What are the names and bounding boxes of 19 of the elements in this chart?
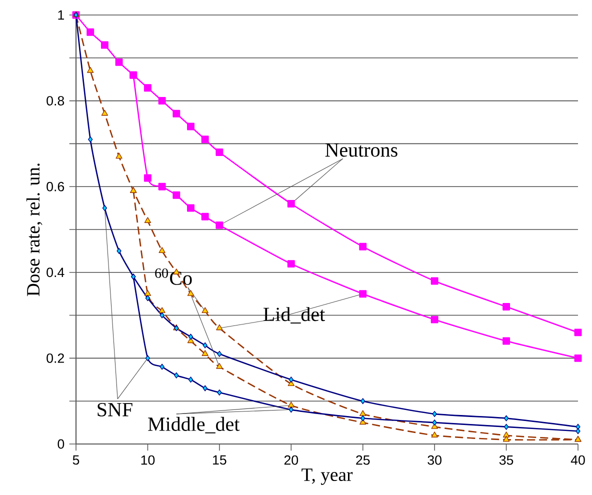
- y-tick-label: 0: [58, 439, 64, 449]
- annotation: Neutrons: [325, 143, 398, 157]
- y-tick-label: 1: [58, 10, 64, 20]
- y-tick-label: 0.8: [46, 96, 64, 106]
- x-tick-label: 20: [284, 455, 298, 465]
- x-tick-label: 5: [72, 455, 80, 465]
- x-tick-label: 15: [213, 455, 226, 465]
- annotation: SNF: [98, 402, 132, 416]
- y-tick-label: 0.4: [46, 268, 64, 278]
- x-tick-label: 40: [570, 455, 585, 465]
- x-tick-label: 35: [499, 455, 514, 465]
- x-axis-title: T, year: [302, 468, 353, 485]
- y-tick-label: 0.2: [46, 353, 64, 363]
- annotation: Middle_det: [148, 416, 240, 434]
- y-tick-label: 0.6: [46, 182, 64, 192]
- x-tick-label: 30: [428, 455, 442, 465]
- y-axis-title: Dose rate, rel. un.: [26, 164, 42, 296]
- x-tick-label: 10: [141, 455, 155, 465]
- x-tick-label: 25: [356, 455, 370, 465]
